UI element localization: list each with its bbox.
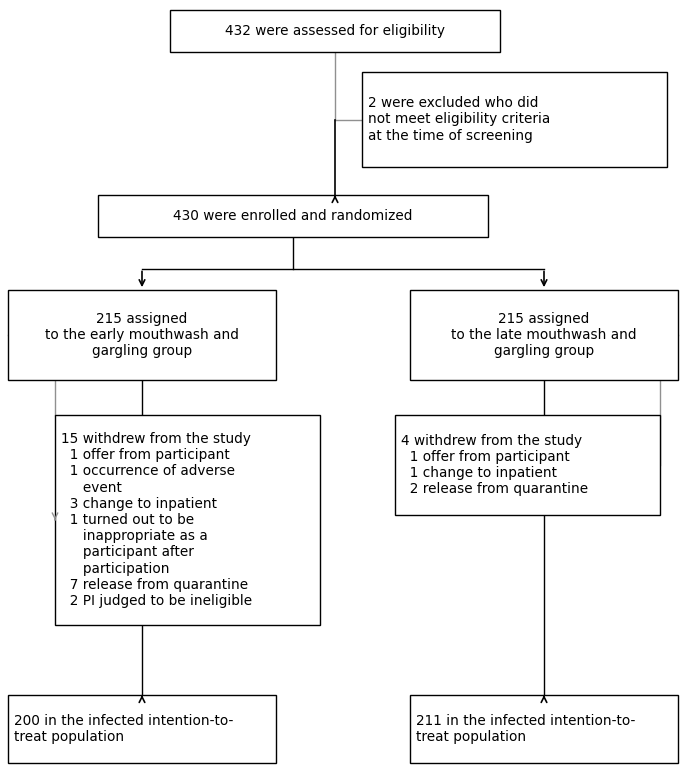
Bar bbox=[395, 415, 660, 515]
Bar bbox=[410, 290, 678, 380]
Bar bbox=[8, 695, 276, 763]
Bar bbox=[170, 10, 500, 52]
Text: 15 withdrew from the study
  1 offer from participant
  1 occurrence of adverse
: 15 withdrew from the study 1 offer from … bbox=[61, 432, 252, 608]
Text: 211 in the infected intention-to-
treat population: 211 in the infected intention-to- treat … bbox=[416, 714, 636, 744]
Text: 200 in the infected intention-to-
treat population: 200 in the infected intention-to- treat … bbox=[14, 714, 234, 744]
Bar bbox=[362, 72, 667, 167]
Text: 215 assigned
to the late mouthwash and
gargling group: 215 assigned to the late mouthwash and g… bbox=[451, 312, 637, 358]
Bar bbox=[55, 415, 320, 625]
Text: 432 were assessed for eligibility: 432 were assessed for eligibility bbox=[225, 24, 445, 38]
Text: 2 were excluded who did
not meet eligibility criteria
at the time of screening: 2 were excluded who did not meet eligibi… bbox=[368, 96, 550, 143]
Bar bbox=[8, 290, 276, 380]
Text: 4 withdrew from the study
  1 offer from participant
  1 change to inpatient
  2: 4 withdrew from the study 1 offer from p… bbox=[401, 434, 588, 497]
Text: 215 assigned
to the early mouthwash and
gargling group: 215 assigned to the early mouthwash and … bbox=[45, 312, 239, 358]
Bar bbox=[410, 695, 678, 763]
Text: 430 were enrolled and randomized: 430 were enrolled and randomized bbox=[173, 209, 412, 223]
Bar bbox=[98, 195, 488, 237]
